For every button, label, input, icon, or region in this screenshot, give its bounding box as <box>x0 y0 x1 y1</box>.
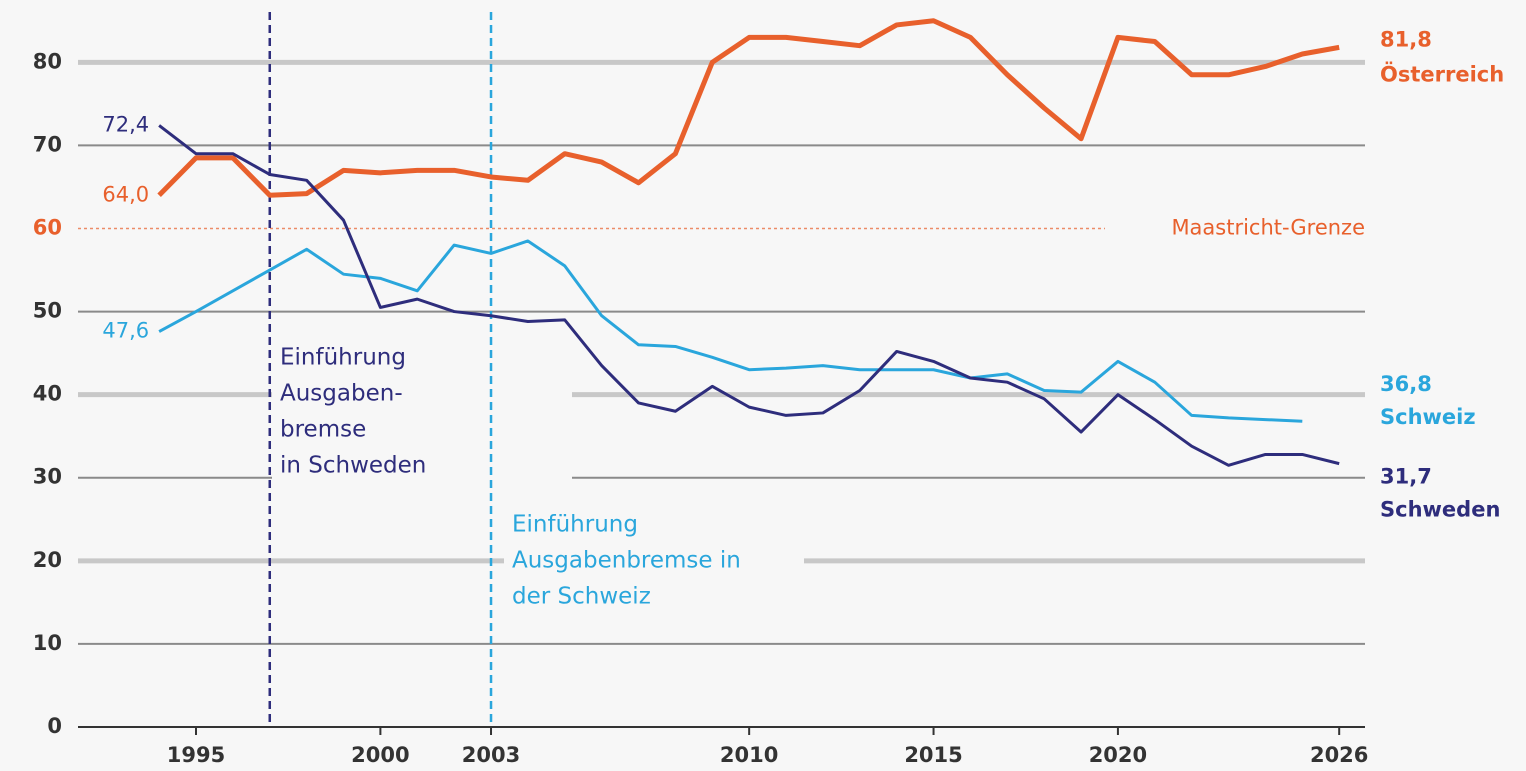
x-tick-label: 2010 <box>720 743 778 767</box>
y-tick-label: 30 <box>33 465 62 489</box>
annotation-text: Ausgabenbremse in <box>512 548 741 574</box>
x-tick-label: 2003 <box>462 743 520 767</box>
series-line <box>158 124 1340 467</box>
end-value-label: 31,7 <box>1380 465 1432 489</box>
y-tick-label: 60 <box>33 215 62 239</box>
annotation-background <box>272 338 572 486</box>
reference-label: Maastricht-Grenze <box>1171 215 1365 239</box>
x-tick-label: 1995 <box>167 743 225 767</box>
end-value-label: 36,8 <box>1380 372 1432 396</box>
annotation-background <box>504 505 804 617</box>
x-tick-label: 2000 <box>351 743 409 767</box>
annotation-text: Einführung <box>280 345 406 371</box>
annotation-text: Einführung <box>512 512 638 538</box>
y-tick-label: 0 <box>47 714 62 738</box>
start-value-label: 64,0 <box>102 182 149 206</box>
legend-label: Schweiz <box>1380 405 1476 429</box>
legend-label: Schweden <box>1380 498 1500 522</box>
annotation-text: in Schweden <box>280 453 426 479</box>
annotation-text: Ausgaben- <box>280 381 403 407</box>
legend-label: Österreich <box>1380 61 1504 86</box>
x-tick-label: 2026 <box>1310 743 1368 767</box>
x-tick-label: 2020 <box>1089 743 1147 767</box>
x-tick-label: 2015 <box>904 743 962 767</box>
series-line <box>158 239 1303 423</box>
y-tick-label: 70 <box>33 132 62 156</box>
start-value-label: 47,6 <box>102 319 149 343</box>
annotation-text: der Schweiz <box>512 584 651 610</box>
y-tick-label: 40 <box>33 382 62 406</box>
series-line <box>157 18 1340 198</box>
y-tick-label: 80 <box>33 49 62 73</box>
y-tick-label: 50 <box>33 299 62 323</box>
y-tick-label: 20 <box>33 548 62 572</box>
start-value-label: 72,4 <box>102 112 149 136</box>
end-value-label: 81,8 <box>1380 27 1432 51</box>
annotation-text: bremse <box>280 417 366 443</box>
y-tick-label: 10 <box>33 631 62 655</box>
